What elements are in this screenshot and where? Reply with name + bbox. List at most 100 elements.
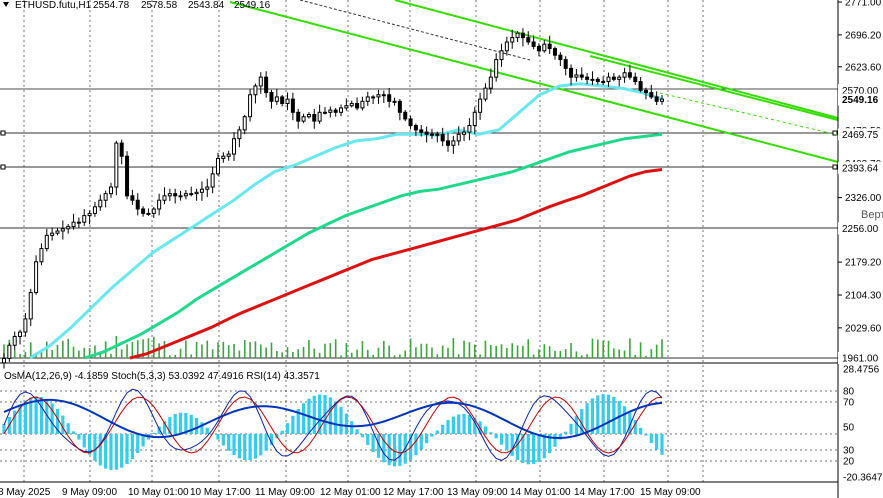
volume-bar [388, 345, 390, 358]
candle-body [435, 133, 440, 136]
price-level-badge: 2393.64 [842, 163, 879, 174]
osma-bar [596, 395, 600, 434]
level-handle-right[interactable] [832, 130, 838, 136]
volume-bar [484, 340, 487, 358]
volume-bar [383, 340, 385, 358]
candle-body [633, 76, 638, 83]
volume-bar [500, 344, 503, 358]
candle-body [12, 335, 17, 346]
projection-dashed[interactable] [659, 92, 839, 136]
price-badge-bg [838, 161, 883, 174]
candle-body [654, 96, 659, 102]
candle-body [28, 292, 33, 320]
candle-body [50, 232, 55, 236]
collapse-triangle-icon[interactable] [3, 2, 9, 7]
volume-bar [629, 338, 631, 358]
candle-body [397, 100, 402, 113]
osma-bar [580, 409, 584, 434]
candle-body [660, 98, 664, 102]
volume-bar [163, 340, 166, 358]
trend-channel[interactable] [229, 0, 839, 163]
osma-bar [237, 434, 241, 459]
osma-bar [152, 432, 156, 434]
candle-body [392, 100, 397, 103]
volume-bar [511, 343, 514, 358]
volume-bar [463, 340, 465, 358]
candle-body [542, 43, 547, 52]
candle-body [478, 98, 483, 113]
candle-body [39, 248, 44, 263]
time-axis-label: 11 May 09:00 [255, 487, 315, 498]
candle-body [553, 48, 558, 56]
time-axis-label: 10 May 01:00 [128, 487, 189, 498]
volume-bar [313, 348, 316, 358]
osma-bar [291, 415, 295, 434]
candle-body [526, 37, 531, 43]
level-handle-left[interactable] [0, 130, 6, 136]
osma-bar [66, 423, 70, 434]
candle-body [355, 103, 360, 109]
candle-body [322, 111, 327, 114]
time-axis: 8 May 2025 9 May 09:00 10 May 01:00 10 May … [0, 487, 701, 498]
osma-bar [382, 434, 386, 463]
volume-bar [516, 345, 519, 358]
osma-bar [601, 394, 605, 434]
candle-body [44, 234, 49, 250]
volume-bar [425, 343, 428, 358]
candle-body [371, 96, 376, 99]
candle-body [135, 199, 140, 210]
osma-bar [221, 434, 225, 446]
rsi-line [3, 398, 663, 440]
candle-body [98, 199, 103, 208]
osma-bar [612, 396, 616, 434]
time-axis-label: 15 May 09:00 [640, 487, 701, 498]
level-handle-left[interactable] [0, 164, 6, 170]
osma-bar [168, 416, 172, 434]
volume-bar [243, 340, 246, 358]
candle-body [103, 193, 108, 201]
price-level-badge: 2570.00 [842, 86, 879, 97]
volume-bar [302, 346, 305, 358]
osma-bar [639, 427, 643, 434]
volume-bar [72, 346, 75, 358]
indicator-tick-label: 20 [843, 457, 855, 468]
volume-bar [13, 350, 16, 358]
osma-bar [296, 409, 300, 434]
volume-bar [126, 344, 128, 358]
volume-bar [195, 341, 198, 358]
osma-bar [457, 414, 461, 434]
candle-body [215, 157, 220, 175]
osma-bar [130, 434, 134, 460]
volume-bar [468, 342, 471, 358]
volume-bar [238, 350, 241, 358]
ohlc-close: 2549.16 [234, 0, 271, 11]
ohlc-high: 2578.58 [141, 0, 178, 11]
volume-bar [329, 343, 332, 358]
osma-bar [660, 434, 664, 455]
candle-body [504, 41, 509, 52]
osma-bar [553, 434, 557, 447]
osma-bar [515, 434, 520, 461]
indicator-tick-label: 50 [843, 423, 855, 434]
candle-body [520, 32, 525, 39]
volume-bar [270, 342, 273, 358]
candle-body [606, 76, 611, 83]
volume-bar [136, 340, 139, 358]
volume-bar [415, 347, 417, 358]
channel-upper-line[interactable] [589, 55, 839, 121]
volume-bar [40, 350, 43, 358]
volume-bar [490, 345, 492, 358]
volume-bar [227, 345, 230, 358]
candle-body [387, 94, 392, 102]
osma-bar [558, 434, 562, 440]
candle-body [76, 221, 81, 224]
price-badge-bg [838, 222, 883, 235]
osma-bar [269, 434, 274, 445]
candle-body [590, 78, 595, 81]
candle-body [205, 186, 210, 190]
osma-bar [285, 423, 290, 434]
candle-body [114, 142, 119, 188]
level-handle-right[interactable] [832, 164, 838, 170]
candle-body [349, 103, 354, 107]
